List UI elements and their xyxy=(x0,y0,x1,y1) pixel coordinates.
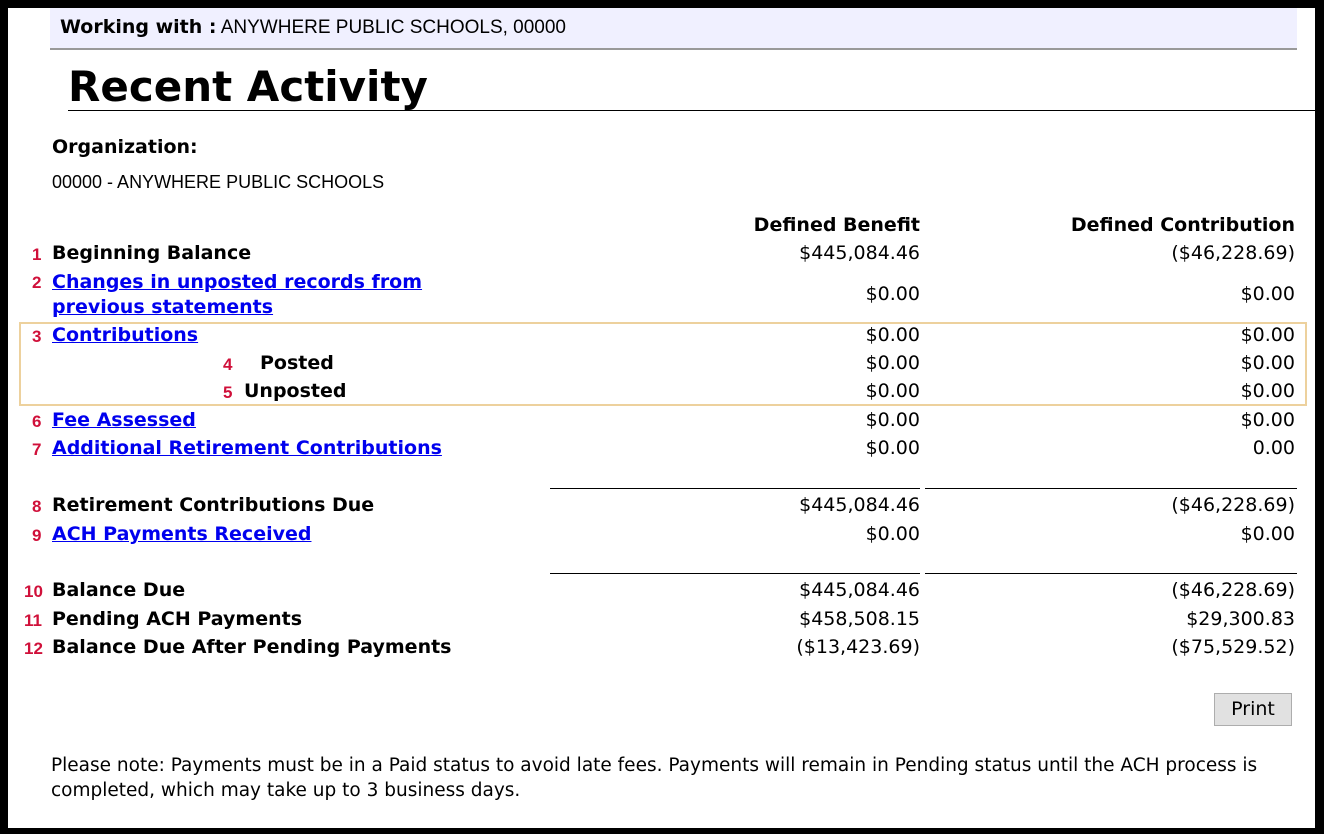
print-button[interactable]: Print xyxy=(1214,693,1292,726)
row-number: 11 xyxy=(24,611,42,630)
column-header-defined-benefit: Defined Benefit xyxy=(753,214,920,236)
ach-payments-received-dc: $0.00 xyxy=(1240,523,1295,545)
changes-unposted-link[interactable]: Changes in unposted records from previou… xyxy=(52,270,422,320)
fee-assessed-dc: $0.00 xyxy=(1240,409,1295,431)
posted-dc: $0.00 xyxy=(1240,352,1295,374)
working-with-value: ANYWHERE PUBLIC SCHOOLS, 00000 xyxy=(220,17,567,38)
balance-after-pending-dc: ($75,529.52) xyxy=(1171,636,1295,658)
title-divider xyxy=(68,110,1315,111)
contributions-highlight-box xyxy=(19,322,1307,406)
contributions-link[interactable]: Contributions xyxy=(52,324,199,346)
row-number: 6 xyxy=(32,412,42,431)
balance-after-pending-db: ($13,423.69) xyxy=(796,636,920,658)
fee-assessed-db: $0.00 xyxy=(865,409,920,431)
retirement-contributions-due-db: $445,084.46 xyxy=(799,494,920,516)
row-number: 10 xyxy=(24,582,43,601)
total-rule-db xyxy=(550,573,920,574)
changes-unposted-db: $0.00 xyxy=(865,283,920,305)
organization-value: 00000 - ANYWHERE PUBLIC SCHOOLS xyxy=(52,172,385,192)
row-number: 9 xyxy=(32,526,42,545)
ach-payments-received-db: $0.00 xyxy=(865,523,920,545)
additional-retirement-contributions-link[interactable]: Additional Retirement Contributions xyxy=(52,437,442,459)
posted-label: Posted xyxy=(260,352,334,374)
working-with-label: Working with : xyxy=(60,16,217,38)
contributions-dc: $0.00 xyxy=(1240,324,1295,346)
row-number: 5 xyxy=(223,383,233,402)
beginning-balance-dc: ($46,228.69) xyxy=(1171,242,1295,264)
unposted-label: Unposted xyxy=(244,380,347,402)
unposted-db: $0.00 xyxy=(865,380,920,402)
balance-due-label: Balance Due xyxy=(52,579,186,601)
column-header-defined-contribution: Defined Contribution xyxy=(1070,214,1295,236)
balance-after-pending-label: Balance Due After Pending Payments xyxy=(52,636,452,658)
balance-due-dc: ($46,228.69) xyxy=(1171,579,1295,601)
unposted-dc: $0.00 xyxy=(1240,380,1295,402)
changes-unposted-dc: $0.00 xyxy=(1240,283,1295,305)
payment-note: Please note: Payments must be in a Paid … xyxy=(51,755,1258,801)
page: Working with : ANYWHERE PUBLIC SCHOOLS, … xyxy=(8,8,1315,828)
beginning-balance-db: $445,084.46 xyxy=(799,242,920,264)
contributions-db: $0.00 xyxy=(865,324,920,346)
row-number: 8 xyxy=(32,497,42,516)
pending-ach-payments-dc: $29,300.83 xyxy=(1186,608,1295,630)
additional-retirement-dc: 0.00 xyxy=(1252,437,1295,459)
row-number: 4 xyxy=(223,355,233,374)
retirement-contributions-due-dc: ($46,228.69) xyxy=(1171,494,1295,516)
page-title: Recent Activity xyxy=(68,62,428,111)
row-number: 1 xyxy=(32,245,42,264)
row-number: 12 xyxy=(24,639,43,658)
retirement-contributions-due-label: Retirement Contributions Due xyxy=(52,494,375,516)
pending-ach-payments-db: $458,508.15 xyxy=(799,608,920,630)
row-number: 2 xyxy=(32,273,42,292)
ach-payments-received-link[interactable]: ACH Payments Received xyxy=(52,523,312,545)
fee-assessed-link[interactable]: Fee Assessed xyxy=(52,409,196,431)
subtotal-rule-db xyxy=(550,488,920,489)
changes-unposted-link-line1[interactable]: Changes in unposted records from xyxy=(52,271,423,293)
pending-ach-payments-label: Pending ACH Payments xyxy=(52,608,302,630)
row-number: 7 xyxy=(32,440,42,459)
beginning-balance-label: Beginning Balance xyxy=(52,242,252,264)
additional-retirement-db: $0.00 xyxy=(865,437,920,459)
changes-unposted-link-line2[interactable]: previous statements xyxy=(52,296,274,318)
total-rule-dc xyxy=(925,573,1297,574)
row-number: 3 xyxy=(32,327,42,346)
subtotal-rule-dc xyxy=(925,488,1297,489)
balance-due-db: $445,084.46 xyxy=(799,579,920,601)
working-with-bar: Working with : ANYWHERE PUBLIC SCHOOLS, … xyxy=(50,8,1297,50)
organization-label: Organization: xyxy=(52,136,198,158)
posted-db: $0.00 xyxy=(865,352,920,374)
